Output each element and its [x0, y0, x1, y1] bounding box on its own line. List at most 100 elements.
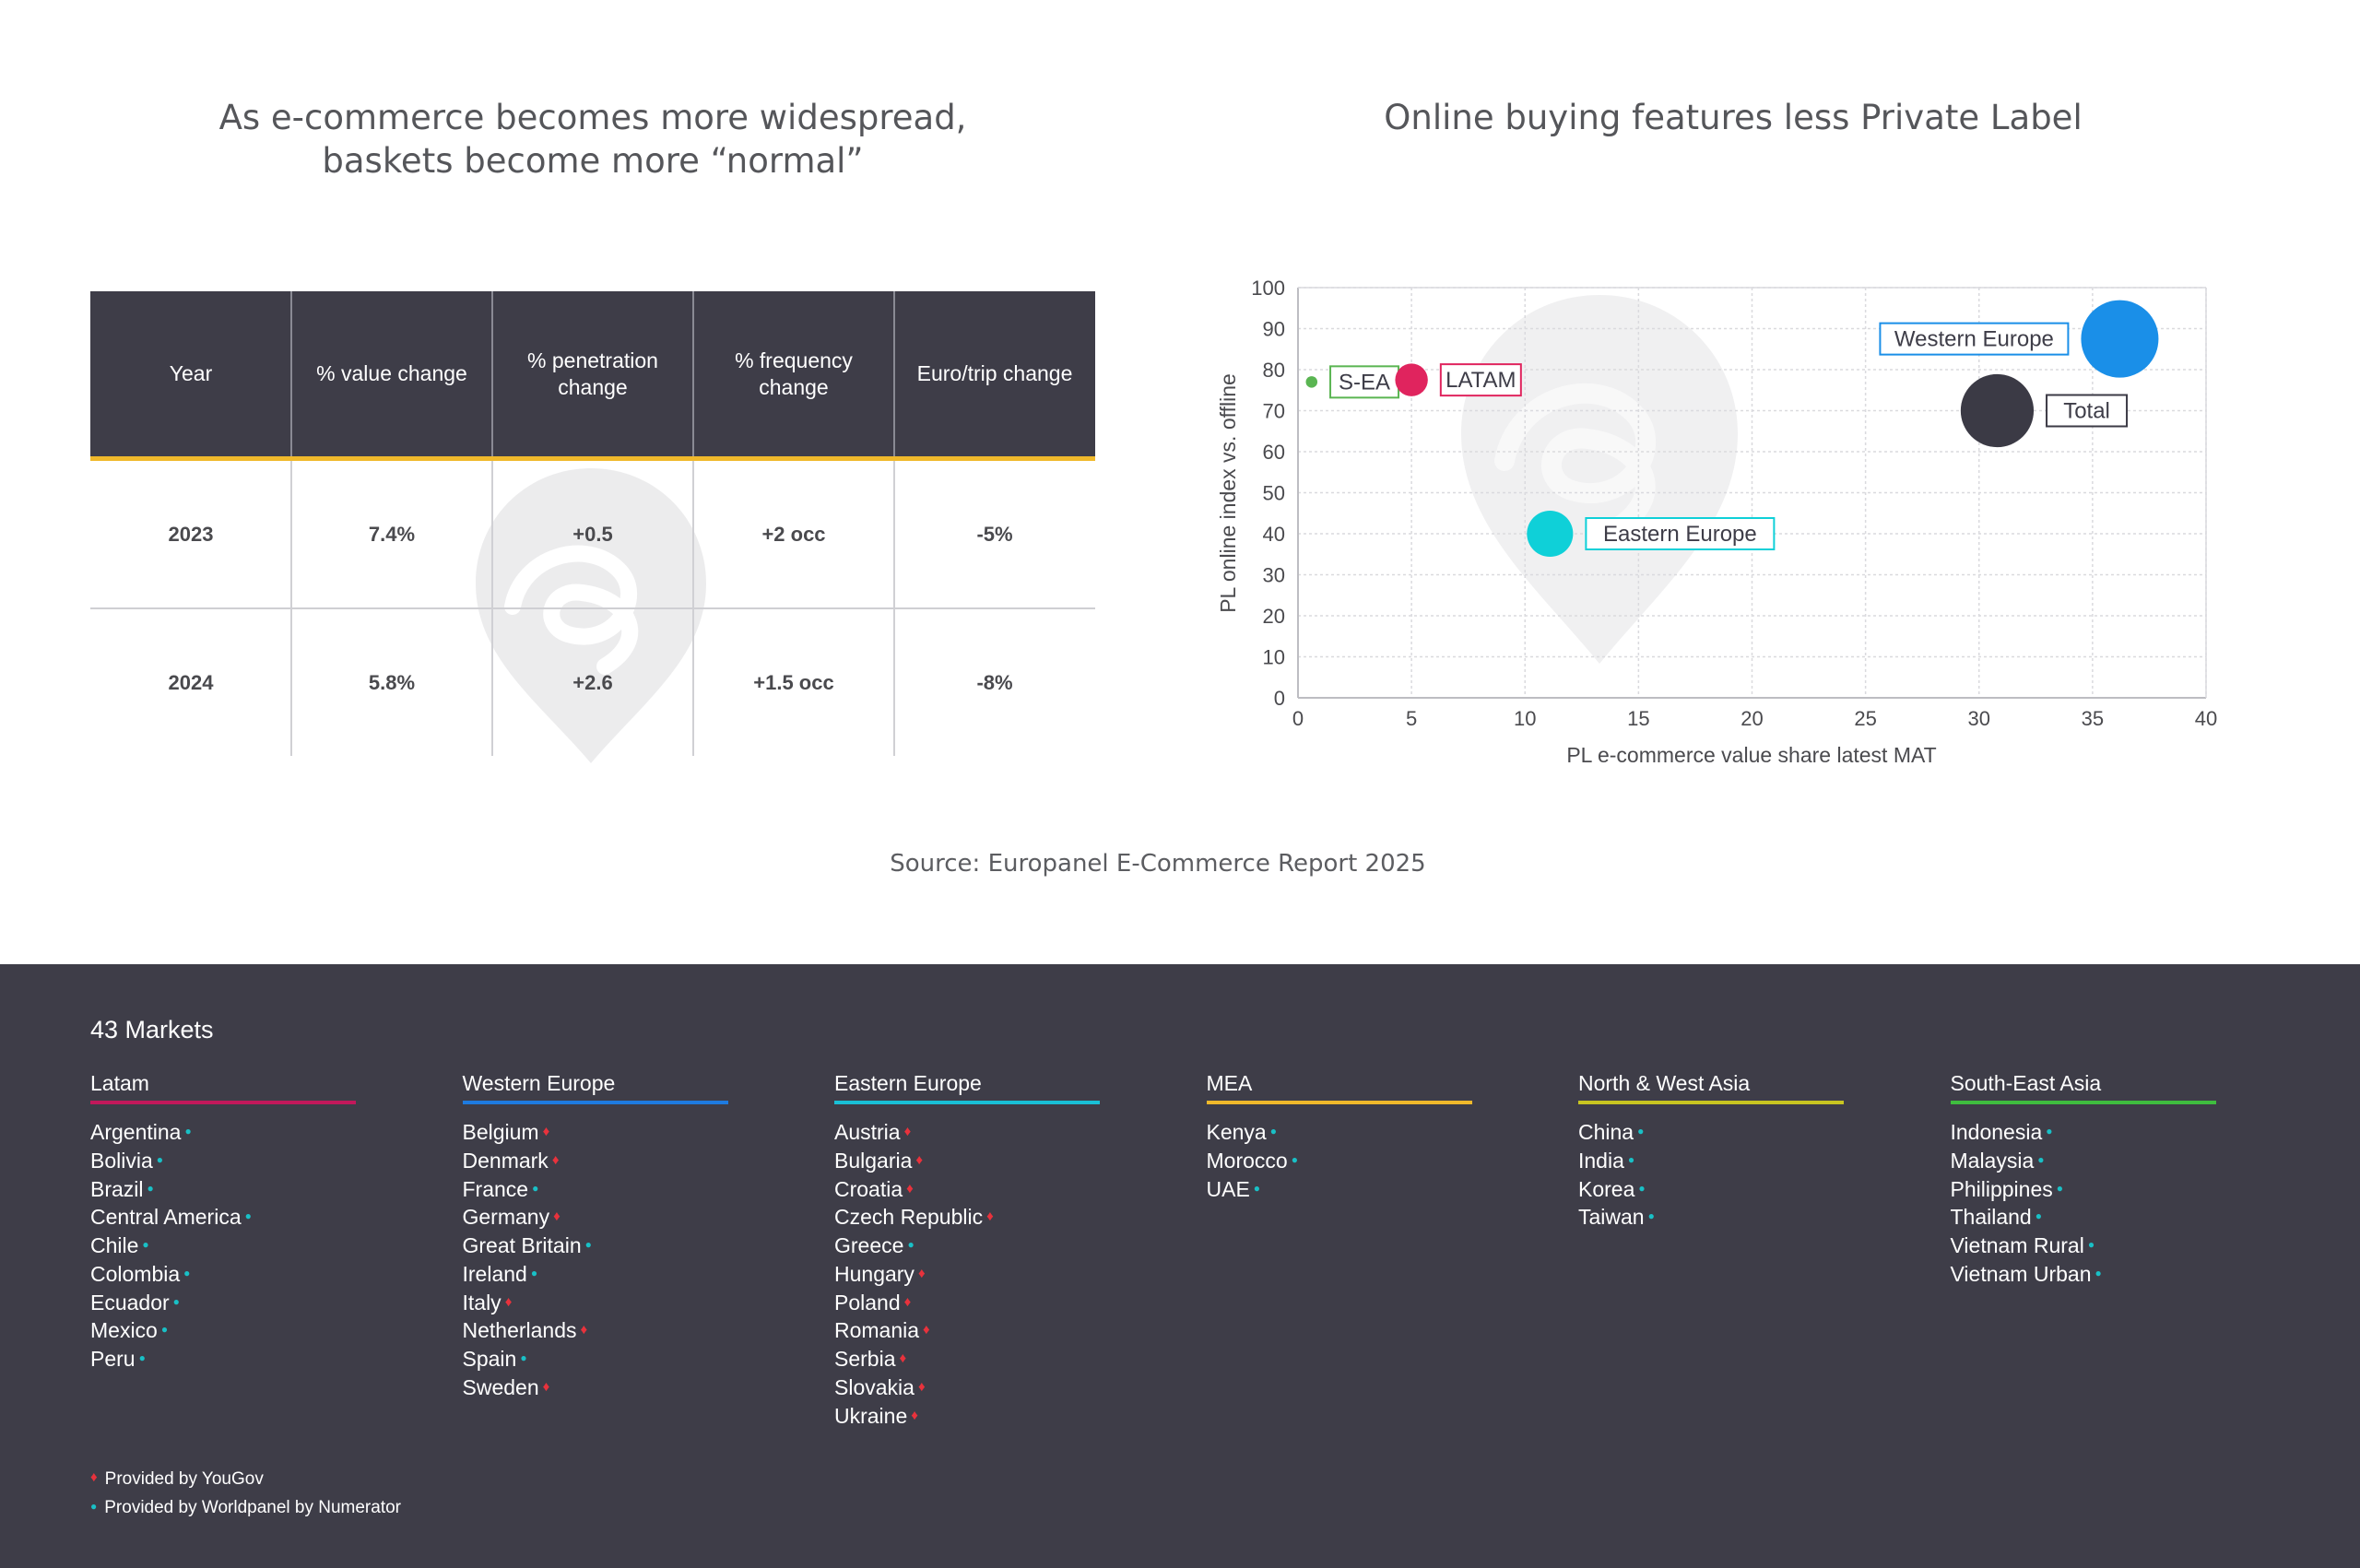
market-name: Bulgaria: [834, 1149, 912, 1173]
x-tick-label: 40: [2195, 707, 2217, 730]
header-value-change: % value change: [291, 291, 492, 456]
market-name: Ecuador: [90, 1291, 170, 1315]
region-rule: [90, 1101, 356, 1104]
x-tick-label: 15: [1627, 707, 1649, 730]
header-divider: [290, 291, 292, 456]
market-name: Korea: [1578, 1177, 1634, 1201]
region-mea: MEA Kenya ● Morocco ● UAE ●: [1207, 1071, 1474, 1204]
header-penetration-change: % penetration change: [492, 291, 693, 456]
market-name: Argentina: [90, 1120, 181, 1144]
list-item: Indonesia ●: [1951, 1119, 2218, 1148]
region-rule: [834, 1101, 1100, 1104]
dot-icon: ●: [142, 1238, 148, 1251]
list-item: Bulgaria ♦: [834, 1148, 1102, 1176]
list-item: Thailand ●: [1951, 1204, 2218, 1232]
left-title-line: As e-commerce becomes more widespread,: [219, 98, 967, 137]
list-item: Brazil ●: [90, 1176, 358, 1205]
region-rule: [1951, 1101, 2216, 1104]
bubble-total: [1961, 374, 2034, 447]
region-eastern-europe: Eastern Europe Austria ♦ Bulgaria ♦ Croatia ♦ C…: [834, 1071, 1102, 1431]
region-name: Western Europe: [463, 1071, 730, 1099]
y-tick-label: 70: [1263, 400, 1285, 423]
list-item: Ireland ●: [463, 1261, 730, 1290]
market-name: Poland: [834, 1291, 901, 1315]
market-name: Morocco: [1207, 1149, 1288, 1173]
diamond-icon: ♦: [553, 1208, 560, 1224]
header-euro-trip-change: Euro/trip change: [894, 291, 1095, 456]
cell-year: 2024: [90, 609, 291, 756]
y-tick-label: 40: [1263, 523, 1285, 546]
market-name: India: [1578, 1149, 1624, 1173]
cell-frequency-change: +1.5 occ: [693, 609, 894, 756]
diamond-icon: ♦: [904, 1294, 912, 1310]
bubble-western-europe: [2081, 301, 2158, 378]
dot-icon: ●: [585, 1238, 592, 1251]
x-tick-label: 0: [1292, 707, 1304, 730]
dot-icon: ●: [90, 1500, 97, 1513]
bubble-label: S-EA: [1339, 370, 1390, 395]
y-tick-label: 50: [1263, 482, 1285, 505]
list-item: Germany ♦: [463, 1204, 730, 1232]
market-name: Slovakia: [834, 1375, 914, 1399]
pl-bubble-chart: 0 5 10 15 20 25 30 35 40 0 10 20 30 40 50 60 70 80 90 100 S…: [1198, 263, 2249, 779]
dot-icon: ●: [2095, 1267, 2102, 1279]
diamond-icon: ♦: [911, 1408, 918, 1423]
market-name: Germany: [463, 1205, 550, 1229]
region-name: North & West Asia: [1578, 1071, 1846, 1099]
list-item: Sweden ♦: [463, 1374, 730, 1403]
dot-icon: ●: [2046, 1125, 2052, 1138]
bubble-label: Eastern Europe: [1603, 522, 1757, 547]
list-item: Slovakia ♦: [834, 1374, 1102, 1403]
market-name: Bolivia: [90, 1149, 153, 1173]
market-name: Ireland: [463, 1262, 527, 1286]
region-latam: Latam Argentina ● Bolivia ● Brazil ● Central Am…: [90, 1071, 358, 1374]
legend-yougov-label: Provided by YouGov: [105, 1469, 264, 1489]
dot-icon: ●: [532, 1182, 538, 1195]
bubble-eastern-europe: [1527, 511, 1573, 557]
market-name: Central America: [90, 1205, 242, 1229]
chart-ticks: 0 5 10 15 20 25 30 35 400102030405060708090100: [1251, 277, 2217, 730]
market-name: Brazil: [90, 1177, 144, 1201]
y-tick-label: 90: [1263, 318, 1285, 341]
x-tick-label: 30: [1968, 707, 1990, 730]
bubble-label: Western Europe: [1894, 327, 2054, 352]
list-item: Hungary ♦: [834, 1261, 1102, 1290]
markets-section: 43 Markets Latam Argentina ● Bolivia ● Brazil…: [0, 964, 2360, 1568]
region-name: Latam: [90, 1071, 358, 1099]
list-item: Vietnam Urban ●: [1951, 1261, 2218, 1290]
dot-icon: ●: [1270, 1125, 1277, 1138]
chart-grid: [1298, 288, 2206, 698]
list-item: Romania ♦: [834, 1317, 1102, 1346]
diamond-icon: ♦: [918, 1379, 926, 1395]
list-item: Italy ♦: [463, 1290, 730, 1318]
basket-change-table: Year % value change % penetration change…: [90, 291, 1095, 756]
diamond-icon: ♦: [918, 1266, 926, 1281]
header-divider: [893, 291, 895, 456]
dot-icon: ●: [2057, 1182, 2063, 1195]
list-item: Croatia ♦: [834, 1176, 1102, 1205]
dot-icon: ●: [1292, 1153, 1298, 1166]
market-name: Kenya: [1207, 1120, 1267, 1144]
header-year: Year: [90, 291, 291, 456]
market-name: UAE: [1207, 1177, 1250, 1201]
market-name: Chile: [90, 1233, 138, 1257]
list-item: Belgium ♦: [463, 1119, 730, 1148]
diamond-icon: ♦: [986, 1208, 994, 1224]
cell-value-change: 7.4%: [291, 461, 492, 607]
diamond-icon: ♦: [923, 1322, 930, 1338]
dot-icon: ●: [161, 1323, 168, 1336]
x-tick-label: 25: [1854, 707, 1876, 730]
list-item: Malaysia ●: [1951, 1148, 2218, 1176]
market-name: Mexico: [90, 1318, 158, 1342]
list-item: China ●: [1578, 1119, 1846, 1148]
cell-penetration-change: +0.5: [492, 461, 693, 607]
market-name: Vietnam Urban: [1951, 1262, 2092, 1286]
dot-icon: ●: [148, 1182, 154, 1195]
list-item: Poland ♦: [834, 1290, 1102, 1318]
dot-icon: ●: [2037, 1153, 2044, 1166]
market-name: Great Britain: [463, 1233, 582, 1257]
market-name: Ukraine: [834, 1404, 907, 1428]
y-tick-label: 60: [1263, 441, 1285, 464]
market-name: China: [1578, 1120, 1634, 1144]
list-item: Spain ●: [463, 1346, 730, 1374]
